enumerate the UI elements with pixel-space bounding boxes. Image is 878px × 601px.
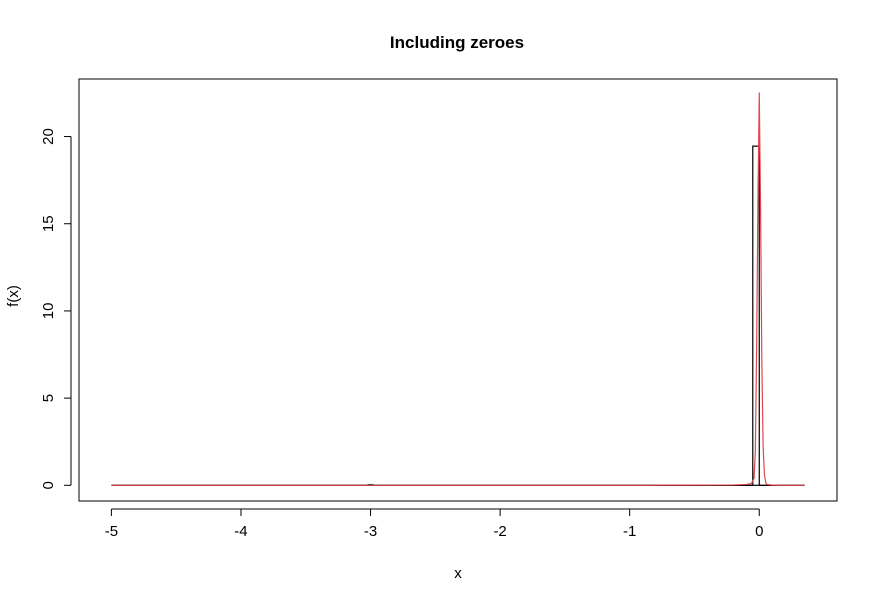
y-axis-label: f(x) [5, 285, 22, 307]
x-tick-label: -5 [105, 523, 118, 540]
chart-title: Including zeroes [390, 33, 524, 52]
y-tick-label: 5 [40, 394, 57, 402]
x-tick-label: -1 [623, 523, 636, 540]
x-tick-label: -4 [234, 523, 247, 540]
histogram-bars [111, 145, 805, 486]
x-tick-label: -2 [493, 523, 506, 540]
histogram-bar [752, 145, 760, 486]
x-tick-label: 0 [755, 523, 763, 540]
plot-frame [78, 78, 838, 502]
y-tick-label: 0 [40, 481, 57, 489]
y-axis: 0 5 10 15 20 [40, 128, 72, 489]
x-tick-label: -3 [364, 523, 377, 540]
y-tick-label: 15 [40, 215, 57, 232]
density-curve [111, 92, 805, 486]
y-tick-label: 20 [40, 128, 57, 145]
x-axis: -5 -4 -3 -2 -1 0 [105, 508, 763, 540]
y-tick-label: 10 [40, 303, 57, 320]
density-layer [111, 92, 805, 486]
x-axis-label: x [454, 565, 462, 582]
